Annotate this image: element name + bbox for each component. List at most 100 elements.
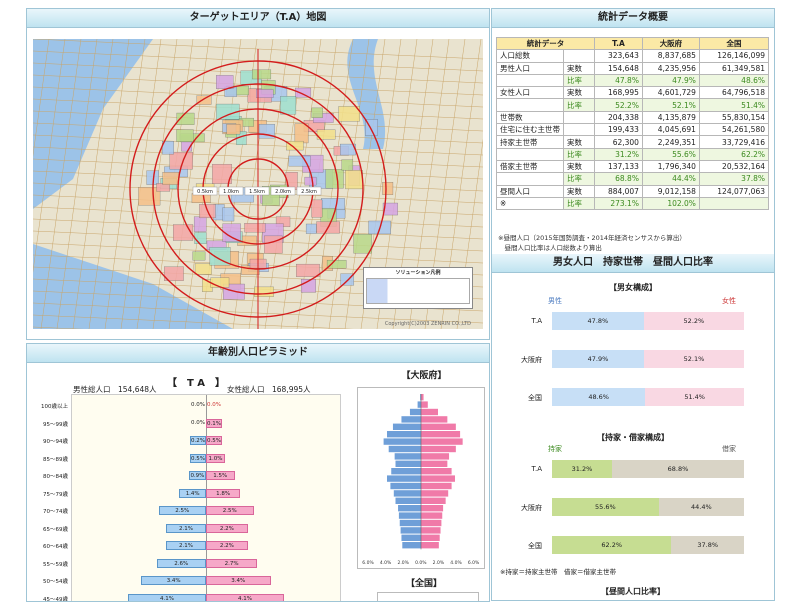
census-block [342,160,353,171]
stats-label-cell [497,99,564,111]
stats-value-cell: 124,077,063 [699,185,768,197]
male-total-label: 男性総人口 [73,385,111,394]
osaka-axis-tick: 6.0% [362,560,374,566]
ring-label: 2.5km [301,189,317,195]
national-heading: 【全国】 [379,576,469,589]
census-block [211,278,229,288]
female-age-bar: 1.5% [206,471,235,480]
stats-value-cell: 168,995 [595,87,643,99]
osaka-male-bar [393,424,421,430]
stats-sub-cell: 実数 [564,160,595,172]
stats-sub-cell: 実数 [564,136,595,148]
stats-title: 統計データ概要 [492,9,774,28]
census-block [354,234,372,253]
osaka-female-bar [421,475,455,481]
rent-caption: 借家 [722,444,736,454]
ring-label: 1.0km [223,189,239,195]
pyramid-ta-heading: 【 T A 】 [167,374,225,389]
osaka-female-bar [421,401,428,407]
stats-value-cell: 273.1% [595,197,643,209]
house-row-label: 全国 [492,541,542,551]
osaka-female-bar [421,453,449,459]
stats-label-cell: 持家主世帯 [497,136,564,148]
map-title: ターゲットエリア（T.A）地図 [27,9,489,28]
osaka-pyramid-chart: 6.0%4.0%2.0%0.0%2.0%4.0%6.0% [357,387,485,569]
male-age-bar: 4.1% [128,594,206,602]
own-bar: 31.2% [552,460,612,478]
stats-value-cell: 8,837,685 [642,50,699,62]
osaka-male-bar [401,535,421,541]
census-block [194,217,206,232]
osaka-female-bar [421,483,452,489]
osaka-male-bar [396,498,422,504]
stats-value-cell: 154,648 [595,62,643,74]
male-bar: 47.9% [552,350,644,368]
stats-label-cell [497,74,564,86]
census-block [254,287,273,297]
male-age-bar: 0.0% [190,419,206,428]
stats-value-cell: 4,045,691 [642,124,699,136]
stats-value-cell: 68.8% [595,173,643,185]
stats-value-cell: 54,261,580 [699,124,768,136]
osaka-male-bar [401,527,421,533]
female-caption: 女性 [722,296,736,306]
male-age-bar: 2.5% [159,506,207,515]
census-block [163,172,179,185]
stats-value-cell: 64,796,518 [699,87,768,99]
osaka-female-bar [421,409,438,415]
rent-bar: 68.8% [612,460,744,478]
male-age-bar: 2.1% [166,524,206,533]
stats-note: ※昼間人口（2015年国勢調査・2014年経済センサスから算出） [498,233,686,243]
osaka-male-bar [401,416,421,422]
stats-value-cell: 884,007 [595,185,643,197]
census-block [312,200,323,217]
osaka-female-bar [421,505,443,511]
stats-value-cell: 204,338 [595,111,643,123]
stats-sub-cell: 比率 [564,74,595,86]
stats-value-cell: 2,249,351 [642,136,699,148]
age-label: 75～79歳 [30,490,68,498]
osaka-female-bar [421,535,440,541]
stats-label-cell: ※ [497,197,564,209]
census-block [177,130,194,142]
census-block [195,232,207,243]
stats-notes: ※昼間人口（2015年国勢調査・2014年経済センサスから算出） 昼間人口比率は… [498,233,686,253]
male-age-bar: 3.4% [141,576,206,585]
stats-value-cell: 52.1% [642,99,699,111]
osaka-female-bar [421,424,456,430]
osaka-male-bar [395,453,421,459]
osaka-female-bar [421,490,448,496]
stats-value-cell: 55,830,154 [699,111,768,123]
ring-label: 2.0km [275,189,291,195]
census-block [305,177,316,185]
stats-header-cell: 統計データ [497,38,595,50]
map-legend: ソリューション凡例 [363,267,473,309]
osaka-male-bar [389,446,421,452]
stats-value-cell: 20,532,164 [699,160,768,172]
map-legend-swatches [366,278,470,304]
stats-value-cell: 44.4% [642,173,699,185]
gender-row-label: 全国 [492,393,542,403]
stats-value-cell: 37.8% [699,173,768,185]
stats-value-cell: 62.2% [699,148,768,160]
census-block [195,264,212,275]
female-age-bar: 4.1% [206,594,284,602]
stats-value-cell: 1,796,340 [642,160,699,172]
male-age-bar: 0.9% [189,471,206,480]
osaka-male-bar [387,431,421,437]
female-age-bar: 2.7% [206,559,257,568]
osaka-female-bar [421,468,452,474]
osaka-male-bar [390,483,421,489]
census-block [312,108,323,118]
